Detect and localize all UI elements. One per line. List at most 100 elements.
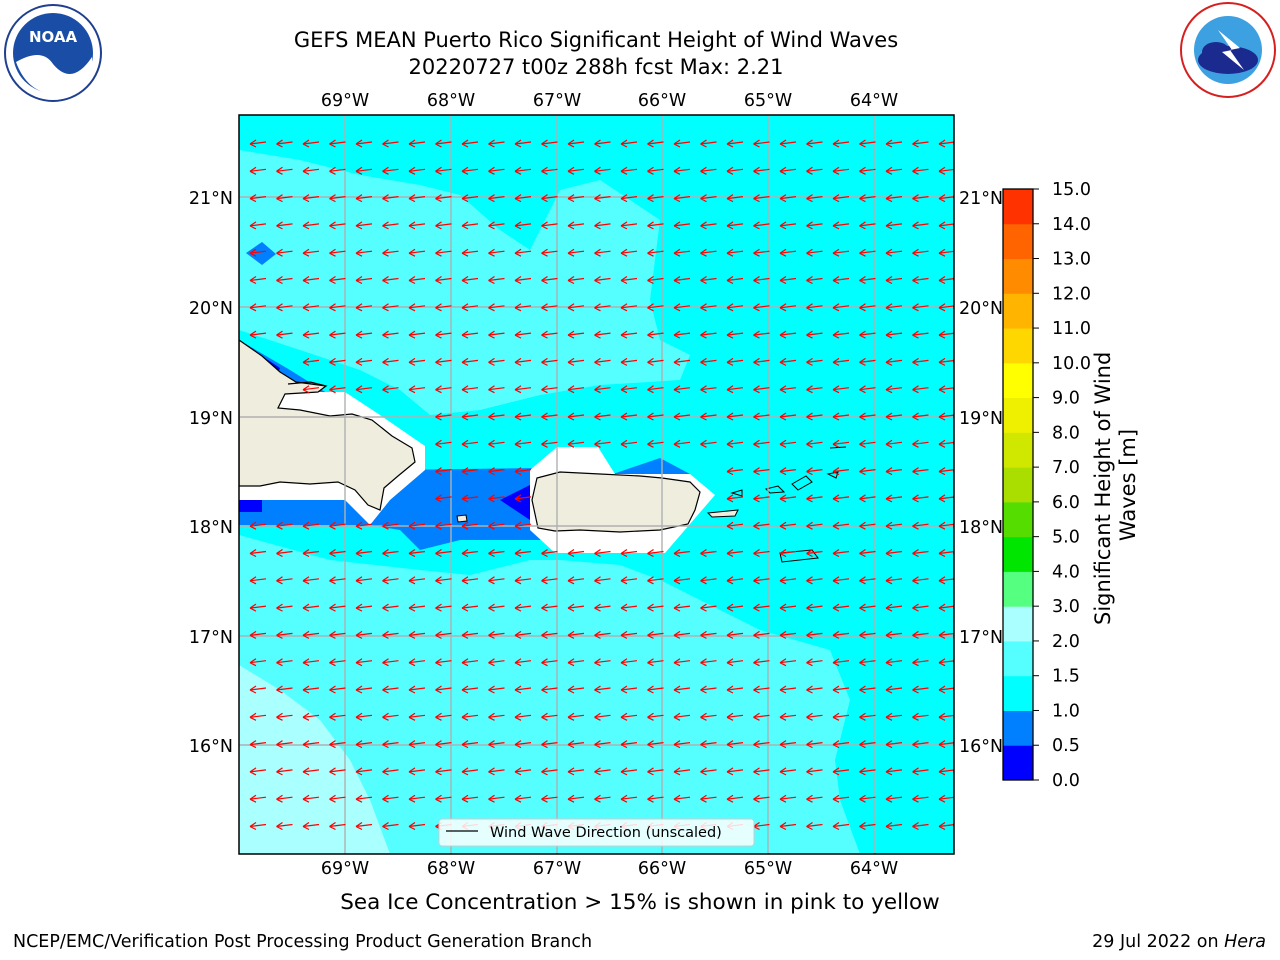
wave-direction-arrow: [885, 439, 903, 448]
wave-direction-arrow: [726, 467, 744, 476]
wave-direction-arrow: [514, 166, 532, 175]
wave-direction-arrow: [302, 139, 320, 148]
wave-direction-arrow: [355, 685, 373, 694]
wave-direction-arrow: [885, 685, 903, 694]
wave-direction-arrow: [461, 139, 479, 148]
wave-direction-arrow: [382, 248, 399, 257]
wave-direction-arrow: [620, 166, 638, 175]
wave-direction-arrow: [912, 603, 929, 612]
wave-direction-arrow: [408, 521, 426, 530]
lon-label: 64°W: [850, 91, 898, 111]
wave-direction-arrow: [620, 357, 638, 366]
lat-label: 21°N: [189, 189, 233, 209]
wave-direction-arrow: [885, 194, 903, 203]
national-weather-service-logo-icon: [1178, 0, 1278, 104]
wave-direction-arrow: [276, 630, 293, 639]
wave-direction-arrow: [885, 276, 903, 285]
wave-direction-arrow: [249, 549, 267, 558]
wave-direction-arrow: [779, 439, 797, 448]
wave-direction-arrow: [514, 794, 532, 803]
wave-direction-arrow: [488, 385, 505, 394]
wave-direction-arrow: [329, 248, 346, 257]
lon-label: 68°W: [427, 859, 475, 879]
wave-direction-arrow: [514, 712, 532, 721]
colorbar-tick-label: 9.0: [1052, 389, 1080, 409]
wave-direction-arrow: [461, 740, 479, 749]
wave-direction-arrow: [514, 767, 532, 776]
wave-direction-arrow: [832, 630, 850, 639]
wave-direction-arrow: [938, 412, 954, 421]
wave-direction-arrow: [567, 276, 585, 285]
colorbar-segment: [1003, 328, 1033, 364]
wave-direction-arrow: [700, 303, 717, 312]
wave-direction-arrow: [329, 330, 346, 339]
puerto-rico-land: [531, 471, 701, 533]
wave-direction-arrow: [594, 740, 611, 749]
wave-direction-arrow: [806, 549, 823, 558]
wave-direction-arrow: [859, 439, 876, 448]
wave-direction-arrow: [329, 576, 346, 585]
wave-direction-arrow: [488, 221, 505, 230]
wave-direction-arrow: [435, 685, 452, 694]
colorbar-label: Significant Height of Wind Waves [m]: [1091, 345, 1140, 625]
wave-direction-arrow: [435, 712, 452, 721]
wave-direction-arrow: [673, 166, 691, 175]
wave-direction-arrow: [859, 248, 876, 257]
wave-direction-arrow: [488, 166, 505, 175]
wave-direction-arrow: [355, 549, 373, 558]
wave-direction-arrow: [408, 658, 426, 667]
lon-label: 69°W: [321, 859, 369, 879]
wave-direction-arrow: [726, 685, 744, 694]
wave-direction-arrow: [408, 822, 426, 831]
wave-direction-arrow: [541, 439, 558, 448]
wave-direction-arrow: [647, 767, 664, 776]
wave-direction-arrow: [276, 303, 293, 312]
wave-direction-arrow: [700, 412, 717, 421]
lon-label: 68°W: [427, 91, 475, 111]
wave-direction-arrow: [408, 630, 426, 639]
wave-direction-arrow: [488, 439, 505, 448]
colorbar-segment: [1003, 362, 1033, 399]
wave-direction-arrow: [488, 303, 505, 312]
wave-direction-arrow: [355, 603, 373, 612]
wave-direction-arrow: [276, 603, 293, 612]
wave-direction-arrow: [859, 822, 876, 831]
wave-direction-arrow: [276, 139, 293, 148]
wave-direction-arrow: [329, 166, 346, 175]
wave-direction-arrow: [514, 139, 532, 148]
wave-direction-arrow: [461, 357, 479, 366]
wave-direction-arrow: [541, 385, 558, 394]
wave-direction-arrow: [938, 822, 954, 831]
wave-direction-arrow: [355, 385, 373, 394]
wave-direction-arrow: [514, 276, 532, 285]
wave-direction-arrow: [912, 822, 929, 831]
wave-direction-arrow: [938, 549, 954, 558]
wave-direction-arrow: [567, 194, 585, 203]
wave-direction-arrow: [806, 658, 823, 667]
wave-direction-arrow: [302, 221, 320, 230]
wave-direction-arrow: [382, 794, 399, 803]
wave-direction-arrow: [276, 221, 293, 230]
wave-direction-arrow: [912, 494, 929, 503]
wave-direction-arrow: [594, 194, 611, 203]
wave-direction-arrow: [514, 603, 532, 612]
wave-direction-arrow: [355, 166, 373, 175]
wave-direction-arrow: [700, 139, 717, 148]
wave-direction-arrow: [329, 712, 346, 721]
wave-direction-arrow: [647, 439, 664, 448]
footer-host: Hera: [1224, 932, 1266, 952]
wave-direction-arrow: [355, 658, 373, 667]
wave-direction-arrow: [302, 822, 320, 831]
wave-direction-arrow: [541, 303, 558, 312]
wave-direction-arrow: [329, 767, 346, 776]
colorbar-segment: [1003, 675, 1033, 711]
lat-label: 17°N: [189, 628, 233, 648]
wave-direction-arrow: [408, 330, 426, 339]
wave-direction-arrow: [938, 248, 954, 257]
wave-direction-arrow: [435, 494, 452, 503]
wave-direction-arrow: [461, 521, 479, 530]
wave-direction-arrow: [302, 740, 320, 749]
wave-direction-arrow: [859, 630, 876, 639]
wave-direction-arrow: [806, 740, 823, 749]
colorbar-frame: [1002, 188, 1034, 781]
